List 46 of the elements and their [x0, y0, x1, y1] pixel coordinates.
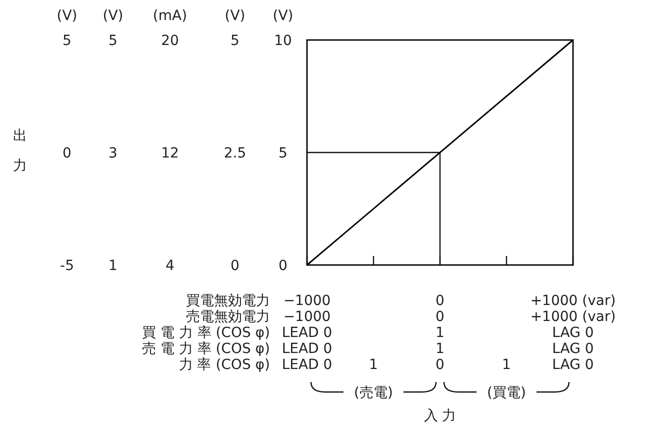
text: LEAD 0: [282, 325, 332, 341]
x-tick-label: −1000: [283, 293, 331, 309]
text: 0: [436, 357, 444, 373]
x-tick-label: 0: [436, 293, 444, 309]
text: (V): [56, 8, 78, 24]
text: (売電): [354, 385, 393, 401]
text: 0: [62, 146, 72, 162]
y-tick-label: 0: [278, 258, 288, 274]
text: 1: [108, 258, 118, 274]
text: (V): [224, 8, 246, 24]
text: LAG 0: [552, 325, 594, 341]
text: LEAD 0: [282, 357, 332, 373]
text: 売 電 力 率 (COS φ): [142, 341, 270, 357]
text: 1: [369, 357, 378, 373]
text: LAG 0: [552, 341, 594, 357]
text: LAG 0: [552, 357, 594, 373]
text: −1000: [283, 309, 331, 325]
text: 12: [161, 146, 179, 162]
text: 1: [502, 357, 511, 373]
x-tick-label: +1000 (var): [530, 293, 616, 309]
text: 売電無効電力: [186, 309, 270, 325]
text: 買 電 力 率 (COS φ): [142, 325, 270, 341]
text: 5: [230, 33, 240, 49]
text: 1: [436, 341, 444, 357]
text: 力 率 (COS φ): [178, 357, 270, 373]
text: (V): [102, 8, 124, 24]
text: +1000 (var): [530, 309, 616, 325]
text: 0: [436, 309, 444, 325]
text: 3: [108, 146, 118, 162]
text: 5: [108, 33, 118, 49]
y-tick-label: 5: [278, 146, 288, 162]
text: 1: [436, 325, 444, 341]
text: -5: [60, 258, 74, 274]
y-axis-title: (V): [272, 8, 294, 24]
text: 20: [161, 33, 179, 49]
text: 0: [230, 258, 240, 274]
text: 4: [166, 258, 175, 274]
text: (買電): [487, 385, 526, 401]
text: 2.5: [224, 146, 246, 162]
y-tick-label: 10: [274, 33, 292, 49]
text: 5: [62, 33, 72, 49]
text: 入 力: [424, 408, 456, 424]
text: 出力: [13, 128, 27, 174]
text: (mA): [152, 8, 188, 24]
text: 買電無効電力: [186, 293, 270, 309]
text: LEAD 0: [282, 341, 332, 357]
